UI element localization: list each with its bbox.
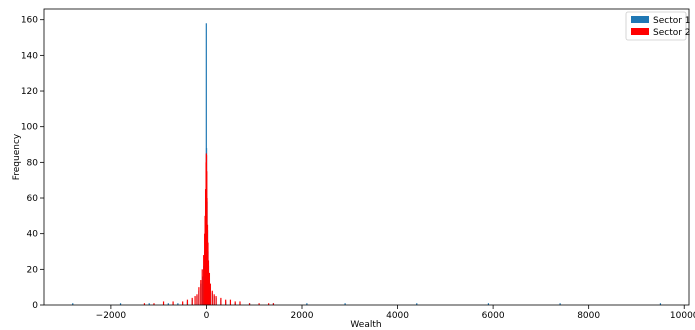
- legend-label-sector-1: Sector 1: [653, 16, 691, 26]
- bar-sector-1-33: [344, 303, 346, 305]
- y-tick-label: 80: [27, 158, 39, 168]
- bar-sector-1-36: [559, 303, 561, 305]
- legend: Sector 1 Sector 2: [625, 11, 691, 41]
- bar-sector-2-31: [229, 299, 232, 305]
- bar-sector-2-6: [191, 297, 193, 305]
- y-tick-label: 160: [21, 16, 38, 26]
- bar-sector-1-32: [306, 303, 308, 305]
- y-tick-label: 40: [27, 230, 39, 240]
- x-axis-title: Wealth: [350, 320, 381, 330]
- y-axis-title: Frequency: [12, 133, 22, 180]
- bar-sector-2-27: [213, 294, 215, 305]
- y-tick-label: 60: [27, 194, 39, 204]
- bar-sector-2-29: [220, 297, 222, 305]
- bar-sector-2-7: [194, 296, 196, 305]
- bar-sector-2-2: [162, 301, 165, 305]
- bar-sector-1-35: [487, 303, 490, 305]
- bar-sector-2-5: [186, 299, 189, 305]
- bar-sector-2-36: [268, 303, 270, 305]
- bar-sector-2-1: [153, 303, 155, 305]
- legend-label-sector-2: Sector 2: [653, 28, 691, 38]
- y-axis-ticks: 0 20 40 60 80 100 120 140 160: [21, 16, 44, 311]
- bar-sector-2-23: [207, 260, 210, 305]
- series-sector-2-bars: [143, 153, 275, 305]
- y-tick-label: 140: [21, 51, 38, 61]
- bar-sector-2-24: [208, 272, 211, 305]
- bar-sector-2-26: [211, 290, 213, 305]
- bar-sector-2-4: [182, 301, 184, 305]
- y-tick-label: 20: [27, 265, 39, 275]
- bar-sector-2-10: [200, 280, 202, 305]
- bar-sector-2-37: [272, 303, 275, 305]
- bar-sector-2-25: [209, 283, 211, 305]
- y-tick-label: 120: [21, 87, 38, 97]
- legend-swatch-sector-2: [631, 28, 649, 35]
- bar-sector-2-12: [203, 255, 205, 305]
- x-tick-label: 2000: [291, 311, 314, 321]
- bar-sector-2-34: [248, 303, 251, 305]
- bar-sector-1-3: [167, 303, 169, 305]
- bar-sector-2-32: [234, 301, 236, 305]
- legend-swatch-sector-1: [631, 16, 649, 23]
- bar-sector-2-0: [143, 303, 146, 305]
- bar-sector-1-0: [72, 303, 74, 305]
- bar-sector-2-33: [239, 301, 241, 305]
- bar-sector-1-37: [659, 303, 662, 305]
- plot-frame: [43, 8, 690, 306]
- bar-sector-2-35: [258, 303, 260, 305]
- x-tick-label: −2000: [96, 311, 127, 321]
- x-tick-label: 8000: [577, 311, 600, 321]
- bar-sector-2-11: [201, 269, 203, 305]
- y-tick-label: 100: [21, 123, 38, 133]
- x-tick-label: 0: [204, 311, 210, 321]
- bar-sector-2-28: [215, 296, 217, 305]
- y-tick-label: 0: [32, 301, 38, 311]
- bar-sector-1-34: [416, 303, 418, 305]
- bar-sector-2-8: [196, 294, 198, 305]
- bar-sector-1-2: [148, 303, 150, 305]
- plot-background: [44, 9, 689, 305]
- bar-sector-1-4: [177, 303, 179, 305]
- bar-sector-1-1: [119, 303, 122, 305]
- x-tick-label: 4000: [386, 311, 409, 321]
- bar-sector-2-3: [172, 301, 174, 305]
- x-tick-label: 6000: [482, 311, 505, 321]
- bar-sector-2-9: [198, 287, 200, 305]
- bar-sector-2-30: [225, 299, 227, 305]
